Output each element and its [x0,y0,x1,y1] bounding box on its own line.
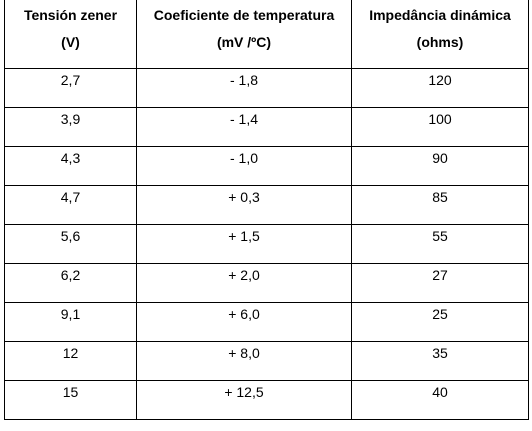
temperature-coefficient-cell: + 6,0 [136,302,352,342]
cell-value: 5,6 [60,228,81,244]
zener-diode-table: Tensión zener (V) Coeficiente de tempera… [4,0,529,420]
cell-value: 90 [432,150,448,166]
dynamic-impedance-cell: 90 [351,146,529,186]
temperature-coefficient-cell: - 1,0 [136,146,352,186]
cell-value: 25 [432,306,448,322]
dynamic-impedance-cell: 35 [351,341,529,381]
table-row: 4,7 + 0,3 85 [4,185,529,225]
header-temperature-coefficient: Coeficiente de temperatura (mV /ºC) [136,0,352,69]
header-row: Tensión zener (V) Coeficiente de tempera… [4,0,529,69]
header-zener-voltage-title: Tensión zener [23,7,118,23]
cell-value: - 1,0 [229,150,258,166]
cell-value: 12 [62,345,79,361]
table-row: 3,9 - 1,4 100 [4,107,529,147]
temperature-coefficient-cell: + 12,5 [136,380,352,420]
temperature-coefficient-cell: - 1,8 [136,68,352,108]
header-zener-voltage: Tensión zener (V) [4,0,137,69]
table-row: 5,6 + 1,5 55 [4,224,529,264]
temperature-coefficient-cell: - 1,4 [136,107,352,147]
temperature-coefficient-cell: + 1,5 [136,224,352,264]
table-header: Tensión zener (V) Coeficiente de tempera… [4,0,529,69]
table-row: 2,7 - 1,8 120 [4,68,529,108]
cell-value: 27 [432,267,448,283]
cell-value: - 1,8 [229,72,258,88]
zener-voltage-cell: 6,2 [4,263,137,303]
table-row: 12 + 8,0 35 [4,341,529,381]
cell-value: 6,2 [60,267,81,283]
table-body: 2,7 - 1,8 120 3,9 - 1,4 100 4,3 - 1,0 90… [4,68,529,420]
dynamic-impedance-cell: 25 [351,302,529,342]
zener-voltage-cell: 4,7 [4,185,137,225]
cell-value: + 6,0 [228,306,260,322]
table-row: 4,3 - 1,0 90 [4,146,529,186]
dynamic-impedance-cell: 120 [351,68,529,108]
cell-value: + 1,5 [228,228,260,244]
zener-voltage-cell: 12 [4,341,137,381]
cell-value: 100 [428,111,452,127]
cell-value: 35 [432,345,448,361]
cell-value: 2,7 [60,72,81,88]
cell-value: + 12,5 [224,384,264,400]
dynamic-impedance-cell: 55 [351,224,529,264]
header-dynamic-impedance: Impedância dinámica (ohms) [351,0,529,69]
cell-value: 55 [432,228,448,244]
zener-voltage-cell: 15 [4,380,137,420]
temperature-coefficient-cell: + 8,0 [136,341,352,381]
zener-voltage-cell: 2,7 [4,68,137,108]
header-dynamic-impedance-unit: (ohms) [416,34,464,50]
table-row: 9,1 + 6,0 25 [4,302,529,342]
dynamic-impedance-cell: 85 [351,185,529,225]
temperature-coefficient-cell: + 0,3 [136,185,352,225]
cell-value: 15 [62,384,79,400]
zener-voltage-cell: 5,6 [4,224,137,264]
dynamic-impedance-cell: 40 [351,380,529,420]
cell-value: 4,3 [60,150,81,166]
dynamic-impedance-cell: 100 [351,107,529,147]
cell-value: + 8,0 [228,345,260,361]
cell-value: 9,1 [60,306,81,322]
temperature-coefficient-cell: + 2,0 [136,263,352,303]
cell-value: + 2,0 [228,267,260,283]
cell-value: 4,7 [60,189,81,205]
header-zener-voltage-unit: (V) [61,34,80,50]
zener-voltage-cell: 9,1 [4,302,137,342]
dynamic-impedance-cell: 27 [351,263,529,303]
cell-value: 120 [428,72,452,88]
header-temperature-coefficient-title: Coeficiente de temperatura [153,7,335,23]
cell-value: + 0,3 [228,189,260,205]
cell-value: 40 [432,384,448,400]
cell-value: - 1,4 [229,111,258,127]
header-dynamic-impedance-title: Impedância dinámica [369,7,511,23]
zener-voltage-cell: 3,9 [4,107,137,147]
cell-value: 85 [432,189,448,205]
zener-voltage-cell: 4,3 [4,146,137,186]
header-temperature-coefficient-unit: (mV /ºC) [216,34,272,50]
cell-value: 3,9 [60,111,81,127]
table-row: 6,2 + 2,0 27 [4,263,529,303]
table-row: 15 + 12,5 40 [4,380,529,420]
